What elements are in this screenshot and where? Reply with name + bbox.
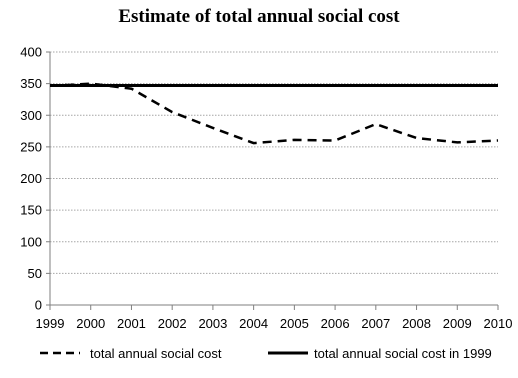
- x-tick-label: 2010: [484, 316, 513, 331]
- x-tick-label: 1999: [36, 316, 65, 331]
- tick-layer: 0 50 100 150 200 250 300 350 400 1999 2000 2001 2002…: [20, 45, 512, 332]
- y-tick-label: 300: [20, 108, 42, 123]
- y-tick-label: 250: [20, 139, 42, 154]
- y-tick-label: 150: [20, 203, 42, 218]
- series-layer: [49, 82, 499, 145]
- legend-label-0: total annual social cost: [90, 346, 222, 361]
- y-tick-label: 350: [20, 76, 42, 91]
- series-line-annual-cost: [49, 82, 499, 145]
- y-tick-label: 200: [20, 171, 42, 186]
- x-tick-label: 2009: [443, 316, 472, 331]
- axis-layer: [46, 51, 499, 310]
- x-tick-label: 2003: [198, 316, 227, 331]
- x-tick-label: 2006: [321, 316, 350, 331]
- grid-layer: [50, 51, 498, 274]
- x-tick-label: 2008: [402, 316, 431, 331]
- y-tick-label: 50: [28, 266, 42, 281]
- x-tick-label: 2004: [239, 316, 268, 331]
- y-tick-label: 400: [20, 45, 42, 60]
- x-tick-label: 2005: [280, 316, 309, 331]
- y-tick-label: 100: [20, 234, 42, 249]
- x-tick-label: 2007: [361, 316, 390, 331]
- chart-title: Estimate of total annual social cost: [118, 6, 400, 27]
- x-tick-label: 2000: [76, 316, 105, 331]
- legend-layer: total annual social cost total annual soc…: [40, 346, 492, 361]
- legend-label-1: total annual social cost in 1999: [314, 346, 492, 361]
- x-tick-label: 2002: [158, 316, 187, 331]
- y-tick-label: 0: [35, 298, 42, 313]
- x-tick-label: 2001: [117, 316, 146, 331]
